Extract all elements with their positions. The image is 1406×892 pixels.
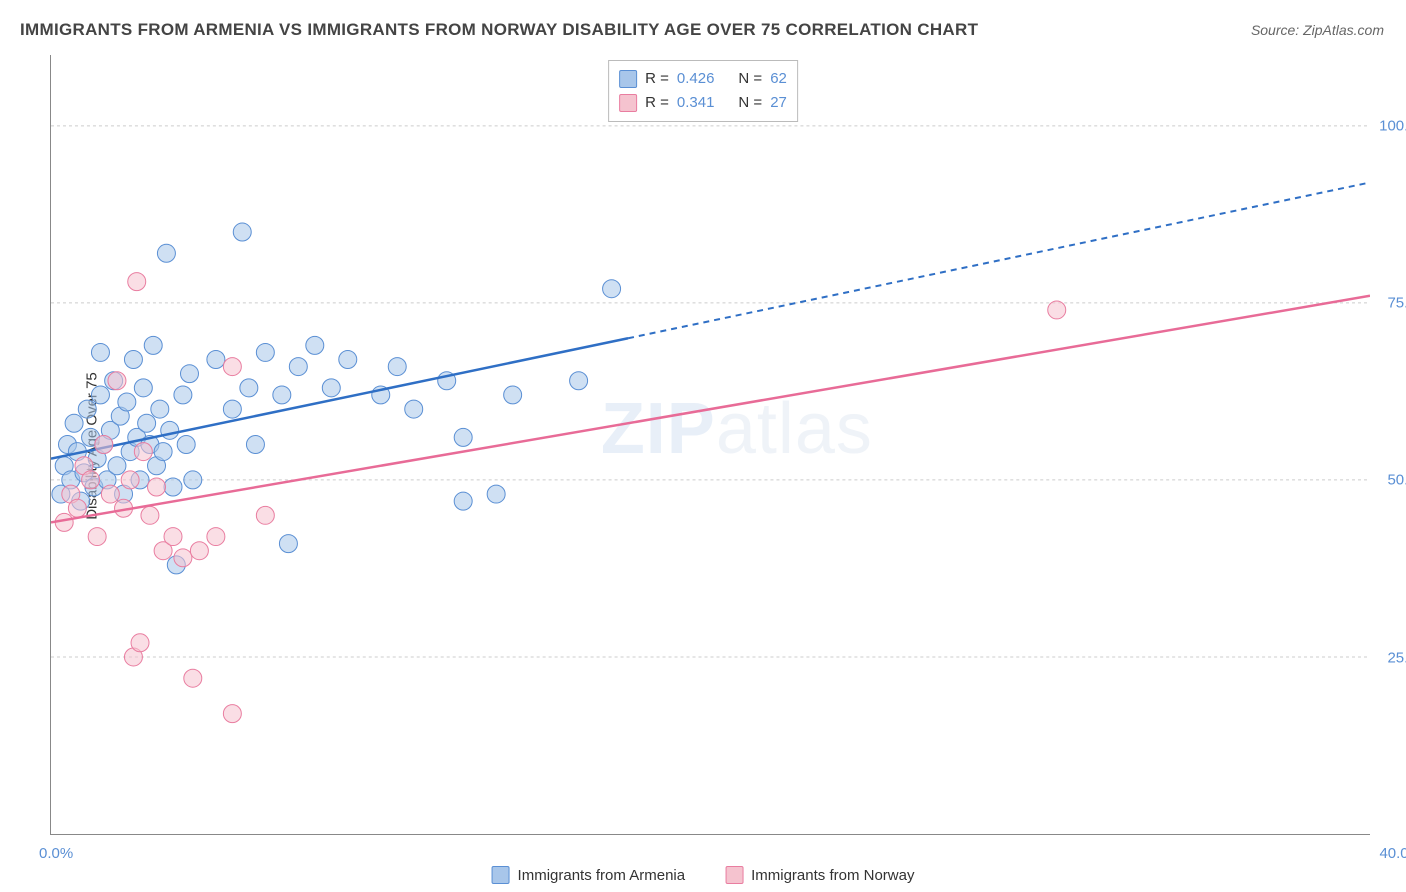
y-tick-label: 50.0%	[1387, 472, 1406, 489]
data-point	[174, 386, 192, 404]
swatch-norway-icon	[725, 866, 743, 884]
swatch-armenia	[619, 70, 637, 88]
data-point	[164, 478, 182, 496]
chart-title: IMMIGRANTS FROM ARMENIA VS IMMIGRANTS FR…	[20, 20, 978, 40]
r-value-2: 0.341	[677, 91, 715, 115]
n-value-2: 27	[770, 91, 787, 115]
series-name-1: Immigrants from Armenia	[518, 867, 686, 884]
data-point	[223, 400, 241, 418]
r-label: R =	[645, 91, 669, 115]
data-point	[91, 343, 109, 361]
data-point	[121, 471, 139, 489]
data-point	[256, 506, 274, 524]
data-point	[454, 428, 472, 446]
data-point	[144, 336, 162, 354]
data-point	[388, 358, 406, 376]
data-point	[78, 400, 96, 418]
legend-item-norway: Immigrants from Norway	[725, 866, 914, 884]
data-point	[88, 528, 106, 546]
data-point	[91, 386, 109, 404]
plot-svg	[51, 55, 1370, 834]
swatch-armenia-icon	[492, 866, 510, 884]
data-point	[306, 336, 324, 354]
data-point	[154, 443, 172, 461]
n-label: N =	[738, 67, 762, 91]
data-point	[138, 414, 156, 432]
data-point	[339, 351, 357, 369]
swatch-norway	[619, 94, 637, 112]
data-point	[141, 506, 159, 524]
data-point	[148, 478, 166, 496]
data-point	[184, 669, 202, 687]
data-point	[134, 443, 152, 461]
legend-item-armenia: Immigrants from Armenia	[492, 866, 686, 884]
y-tick-label: 100.0%	[1379, 117, 1406, 134]
data-point	[161, 421, 179, 439]
data-point	[190, 542, 208, 560]
data-point	[124, 351, 142, 369]
data-point	[223, 705, 241, 723]
data-point	[108, 372, 126, 390]
y-tick-label: 75.0%	[1387, 295, 1406, 312]
data-point	[322, 379, 340, 397]
data-point	[487, 485, 505, 503]
data-point	[95, 436, 113, 454]
data-point	[603, 280, 621, 298]
data-point	[184, 471, 202, 489]
n-value-1: 62	[770, 67, 787, 91]
data-point	[131, 634, 149, 652]
data-point	[177, 436, 195, 454]
legend-stats-row-1: R = 0.426 N = 62	[619, 67, 787, 91]
data-point	[128, 273, 146, 291]
data-point	[207, 528, 225, 546]
data-point	[207, 351, 225, 369]
x-axis-max-label: 40.0%	[1379, 845, 1406, 862]
legend-stats: R = 0.426 N = 62 R = 0.341 N = 27	[608, 60, 798, 122]
chart-container: IMMIGRANTS FROM ARMENIA VS IMMIGRANTS FR…	[0, 0, 1406, 892]
data-point	[256, 343, 274, 361]
n-label: N =	[738, 91, 762, 115]
data-point	[118, 393, 136, 411]
r-label: R =	[645, 67, 669, 91]
trend-line	[51, 296, 1370, 523]
data-point	[157, 244, 175, 262]
data-point	[151, 400, 169, 418]
data-point	[164, 528, 182, 546]
data-point	[289, 358, 307, 376]
source-value: ZipAtlas.com	[1303, 22, 1384, 38]
data-point	[570, 372, 588, 390]
data-point	[108, 457, 126, 475]
series-name-2: Immigrants from Norway	[751, 867, 914, 884]
y-tick-label: 25.0%	[1387, 649, 1406, 666]
data-point	[174, 549, 192, 567]
data-point	[82, 471, 100, 489]
data-point	[405, 400, 423, 418]
data-point	[240, 379, 258, 397]
data-point	[181, 365, 199, 383]
data-point	[223, 358, 241, 376]
data-point	[504, 386, 522, 404]
data-point	[68, 499, 86, 517]
source-label: Source:	[1251, 22, 1299, 38]
legend-stats-row-2: R = 0.341 N = 27	[619, 91, 787, 115]
data-point	[279, 535, 297, 553]
plot-area: ZIPatlas 25.0%50.0%75.0%100.0% 0.0% 40.0…	[50, 55, 1370, 835]
legend-series: Immigrants from Armenia Immigrants from …	[492, 866, 915, 884]
data-point	[273, 386, 291, 404]
data-point	[454, 492, 472, 510]
data-point	[1048, 301, 1066, 319]
data-point	[65, 414, 83, 432]
data-point	[101, 485, 119, 503]
source-attribution: Source: ZipAtlas.com	[1251, 22, 1384, 38]
data-point	[246, 436, 264, 454]
data-point	[233, 223, 251, 241]
x-axis-min-label: 0.0%	[39, 845, 73, 862]
r-value-1: 0.426	[677, 67, 715, 91]
data-point	[134, 379, 152, 397]
